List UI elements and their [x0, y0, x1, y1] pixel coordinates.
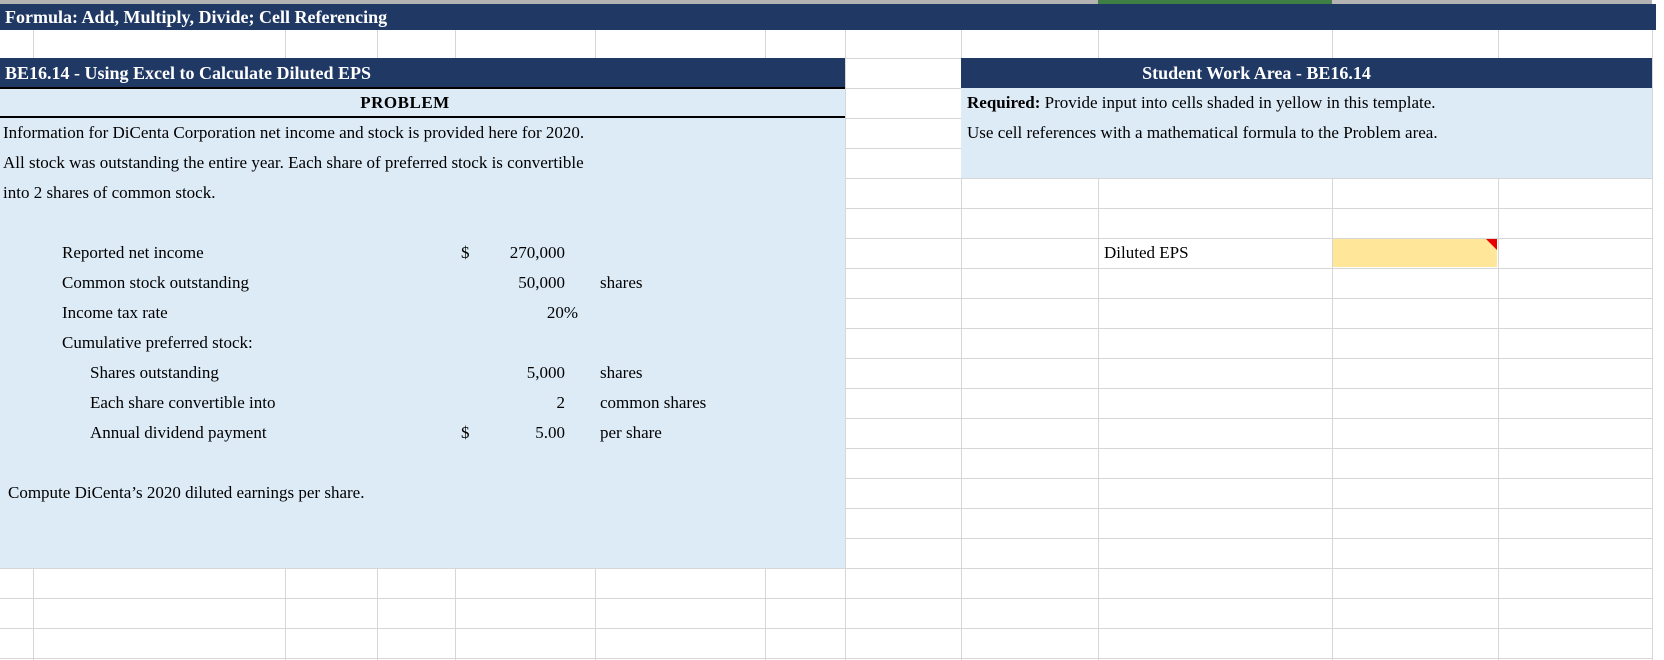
gridline — [0, 628, 1652, 629]
row-label: Income tax rate — [62, 303, 168, 322]
workbook-title-banner: Formula: Add, Multiply, Divide; Cell Ref… — [0, 4, 1656, 30]
gridline — [0, 598, 1652, 599]
student-work-area-header: Student Work Area - BE16.14 — [961, 58, 1652, 88]
row-unit: shares — [600, 363, 643, 382]
currency-symbol: $ — [461, 423, 470, 442]
gridline — [0, 658, 1652, 659]
gridline — [1652, 30, 1653, 660]
diluted-eps-label: Diluted EPS — [1104, 243, 1189, 262]
row-value: 50,000 — [518, 273, 565, 292]
problem-label: PROBLEM — [360, 93, 450, 112]
data-row: Cumulative preferred stock: — [0, 328, 845, 358]
row-unit: common shares — [600, 393, 707, 412]
green-fill-strip — [1098, 0, 1332, 4]
required-area-background — [961, 88, 1652, 178]
gridline — [845, 30, 846, 660]
problem-section-header: BE16.14 - Using Excel to Calculate Dilut… — [0, 58, 845, 88]
divider-line — [0, 87, 845, 89]
required-label: Required: — [967, 93, 1041, 112]
data-row: Reported net income $ 270,000 — [0, 238, 845, 268]
row-label: Shares outstanding — [90, 363, 219, 382]
row-label: Common stock outstanding — [62, 273, 249, 292]
gridline — [1332, 30, 1333, 660]
gridline — [0, 568, 1652, 569]
row-label: Annual dividend payment — [90, 423, 267, 442]
problem-description-line: into 2 shares of common stock. — [3, 183, 216, 202]
row-value: 270,000 — [509, 243, 565, 262]
comment-indicator-icon — [1486, 239, 1497, 250]
task-instruction: Compute DiCenta’s 2020 diluted earnings … — [8, 483, 365, 502]
data-row: Income tax rate 20% — [0, 298, 845, 328]
currency-symbol: $ — [461, 243, 470, 262]
data-row: Common stock outstanding 50,000 shares — [0, 268, 845, 298]
row-value: 5,000 — [526, 363, 565, 382]
required-instruction-line: Required: Provide input into cells shade… — [967, 88, 1647, 118]
top-row-sliver — [1332, 0, 1652, 4]
row-label: Reported net income — [62, 243, 204, 262]
row-value: 5.00 — [535, 423, 565, 442]
row-value: 20% — [546, 303, 578, 322]
data-row: Annual dividend payment $ 5.00 per share — [0, 418, 845, 448]
required-instruction-line: Use cell references with a mathematical … — [967, 123, 1438, 142]
row-label: Each share convertible into — [90, 393, 276, 412]
row-unit: per share — [600, 423, 662, 442]
problem-area-background — [0, 88, 845, 568]
gridline — [1498, 30, 1499, 660]
data-row: Each share convertible into 2 common sha… — [0, 388, 845, 418]
gridline — [1098, 30, 1099, 660]
gridline — [961, 30, 962, 660]
problem-description-line: All stock was outstanding the entire yea… — [3, 153, 584, 172]
top-row-sliver — [0, 0, 1098, 4]
data-row: Shares outstanding 5,000 shares — [0, 358, 845, 388]
divider-line — [0, 116, 845, 118]
row-unit: shares — [600, 273, 643, 292]
diluted-eps-input-cell[interactable] — [1333, 239, 1497, 267]
required-text: Provide input into cells shaded in yello… — [1040, 93, 1436, 112]
problem-description-line: Information for DiCenta Corporation net … — [3, 123, 585, 142]
row-value: 2 — [556, 393, 566, 412]
row-label: Cumulative preferred stock: — [62, 333, 253, 352]
